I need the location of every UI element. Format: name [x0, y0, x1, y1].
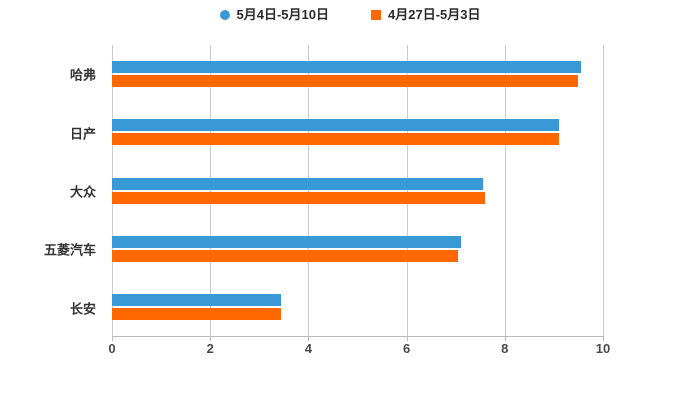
legend-square-marker-icon	[371, 9, 381, 20]
bar-series-0-row-3	[112, 235, 461, 248]
x-tick-label-10: 10	[595, 341, 611, 356]
axis-tick-x-8	[504, 336, 506, 341]
legend-item-series-1[interactable]: 4月27日-5月3日	[371, 8, 480, 21]
x-tick-label-4: 4	[304, 341, 313, 356]
bar-series-1-row-0	[112, 75, 579, 88]
axis-tick-x-2	[210, 336, 212, 341]
axis-tick-x-10	[603, 336, 604, 341]
bar-series-0-row-0	[112, 61, 581, 74]
gridline-x-4	[308, 45, 310, 336]
legend-item-series-0[interactable]: 5月4日-5月10日	[219, 7, 329, 22]
plot-area	[112, 45, 604, 341]
bar-series-1-row-3	[112, 249, 459, 262]
category-label-4: 长安	[69, 301, 96, 317]
bar-series-1-row-1	[112, 133, 559, 146]
x-tick-label-8: 8	[501, 341, 509, 356]
gridline-x-0	[112, 45, 113, 336]
category-label-1: 日产	[69, 126, 96, 142]
gridline-x-2	[210, 45, 212, 336]
gridline-x-10	[603, 45, 604, 336]
bar-series-0-row-4	[112, 293, 282, 306]
x-axis-tick-labels: 0 2 4 6 8 10	[108, 341, 610, 359]
y-axis-category-labels: 哈弗日产大众五菱汽车长安	[0, 45, 104, 337]
chart-legend: 5月4日-5月10日 4月27日-5月3日	[0, 8, 700, 21]
legend-label-series-0: 5月4日-5月10日	[236, 7, 329, 22]
x-tick-label-2: 2	[206, 341, 214, 356]
legend-circle-marker-icon	[219, 9, 230, 20]
bar-series-0-row-2	[112, 177, 483, 190]
bar-series-0-row-1	[112, 119, 559, 132]
legend-label-series-1: 4月27日-5月3日	[388, 7, 481, 22]
gridline-x-8	[504, 45, 506, 336]
bar-series-1-row-2	[112, 191, 486, 204]
x-tick-label-6: 6	[402, 341, 411, 356]
gridline-x-6	[406, 45, 408, 336]
category-label-2: 大众	[69, 184, 96, 200]
axis-tick-x-6	[406, 336, 408, 341]
axis-tick-x-4	[308, 336, 310, 341]
x-tick-label-0: 0	[108, 341, 116, 356]
category-label-3: 五菱汽车	[43, 242, 96, 258]
axis-tick-x-0	[112, 336, 113, 341]
category-label-0: 哈弗	[69, 67, 96, 83]
bar-series-1-row-4	[112, 307, 282, 320]
